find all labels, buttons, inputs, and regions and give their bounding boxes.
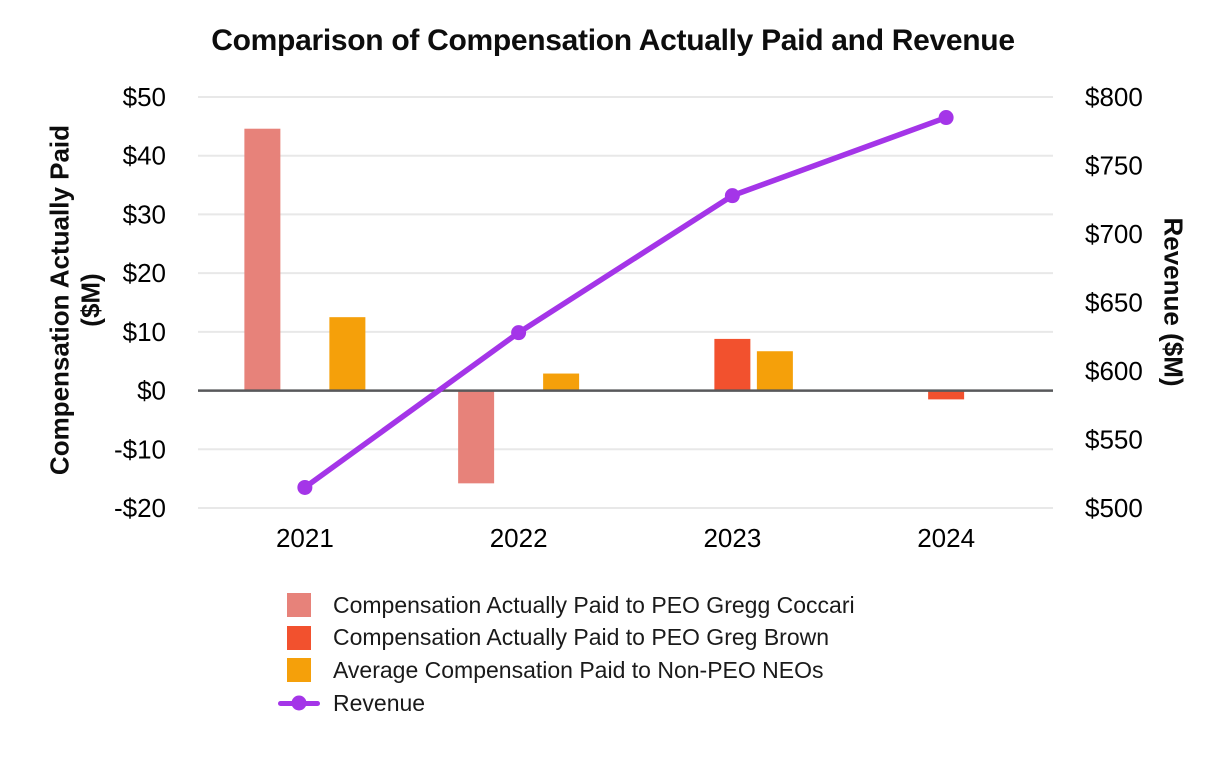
bar-2024-s1 bbox=[928, 390, 965, 400]
right-tick-label: $550 bbox=[1085, 425, 1143, 455]
legend-line-marker-icon bbox=[278, 695, 320, 711]
right-tick-label: $700 bbox=[1085, 219, 1143, 249]
legend-swatch-coccari bbox=[287, 593, 311, 618]
legend-label-brown: Compensation Actually Paid to PEO Greg B… bbox=[333, 624, 830, 651]
revenue-point-2023 bbox=[724, 188, 740, 204]
right-tick-label: $800 bbox=[1085, 82, 1143, 112]
legend-icon-col bbox=[278, 695, 320, 711]
chart-title: Comparison of Compensation Actually Paid… bbox=[211, 24, 1015, 57]
left-tick-label: $20 bbox=[123, 258, 166, 288]
legend: Compensation Actually Paid to PEO Gregg … bbox=[278, 589, 855, 719]
left-tick-label: $0 bbox=[137, 376, 166, 406]
revenue-point-2021 bbox=[297, 479, 313, 495]
x-tick-label: 2021 bbox=[276, 523, 334, 553]
bar-2021-s0 bbox=[244, 128, 281, 391]
legend-item-nonpeo: Average Compensation Paid to Non-PEO NEO… bbox=[278, 654, 855, 687]
bar-2022-s0 bbox=[458, 390, 495, 484]
right-tick-label: $750 bbox=[1085, 151, 1143, 181]
revenue-line bbox=[302, 114, 949, 491]
bar-2023-s1 bbox=[714, 338, 751, 391]
revenue-point-2024 bbox=[938, 110, 954, 126]
legend-item-revenue: Revenue bbox=[278, 687, 855, 720]
legend-label-coccari: Compensation Actually Paid to PEO Gregg … bbox=[333, 591, 855, 618]
legend-swatch-brown bbox=[287, 625, 311, 650]
legend-item-brown: Compensation Actually Paid to PEO Greg B… bbox=[278, 622, 855, 655]
legend-label-revenue: Revenue bbox=[333, 689, 426, 716]
bar-2021-s2 bbox=[329, 317, 366, 391]
left-tick-label: $30 bbox=[123, 199, 166, 229]
bar-2023-s2 bbox=[756, 351, 793, 391]
legend-icon-col bbox=[278, 625, 320, 650]
left-tick-label: $50 bbox=[123, 82, 166, 112]
x-tick-label: 2024 bbox=[917, 523, 975, 553]
bar-2022-s2 bbox=[543, 373, 580, 391]
legend-dot-icon bbox=[291, 695, 307, 711]
left-tick-label: -$10 bbox=[114, 434, 166, 464]
right-tick-label: $650 bbox=[1085, 288, 1143, 318]
legend-icon-col bbox=[278, 658, 320, 683]
right-tick-label: $600 bbox=[1085, 356, 1143, 386]
x-tick-label: 2023 bbox=[703, 523, 761, 553]
revenue-point-2022 bbox=[511, 325, 527, 341]
legend-item-coccari: Compensation Actually Paid to PEO Gregg … bbox=[278, 589, 855, 622]
legend-label-nonpeo: Average Compensation Paid to Non-PEO NEO… bbox=[333, 656, 824, 683]
left-tick-label: $40 bbox=[123, 141, 166, 171]
legend-icon-col bbox=[278, 593, 320, 618]
legend-swatch-nonpeo bbox=[287, 658, 311, 683]
left-tick-label: -$20 bbox=[114, 493, 166, 523]
x-tick-label: 2022 bbox=[490, 523, 548, 553]
right-tick-label: $500 bbox=[1085, 493, 1143, 523]
left-tick-label: $10 bbox=[123, 317, 166, 347]
